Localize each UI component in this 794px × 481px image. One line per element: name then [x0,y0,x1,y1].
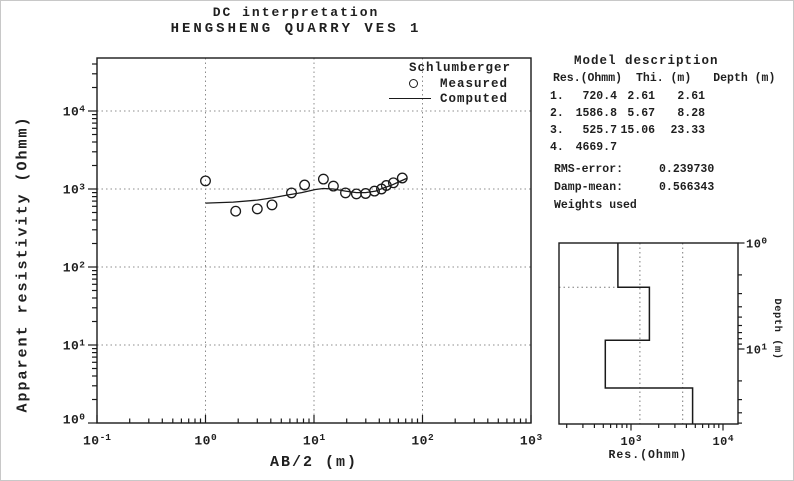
damp-mean-line: Damp-mean: 0.566343 [554,179,793,197]
measured-point [266,199,278,211]
measured-marker-icon [396,79,430,88]
model-description-heading: Model description [574,54,719,68]
model-row: 2. 1586.8 5.67 8.28 [546,105,705,122]
measured-point [317,173,329,185]
model-cell [655,139,705,156]
model-table-header: Res.(Ohmm) Thi. (m) Depth (m) [546,72,793,85]
legend-computed-label: Computed [440,91,509,106]
model-cell: 23.33 [670,124,705,137]
damp-mean-value: 0.566343 [659,181,715,194]
legend: Schlumberger Measured Computed [384,61,544,106]
model-cell: 4669.7 [575,141,617,154]
chart-title: DC interpretation HENGSHENG QUARRY VES 1 [61,5,531,37]
measured-point [360,188,372,199]
main-plot [88,57,532,424]
model-y-axis-label: Depth (m) [771,298,783,360]
model-cell: 15.06 [620,124,655,137]
model-cell: 2.61 [677,90,705,103]
damp-mean-label: Damp-mean: [554,181,624,194]
measured-point [200,175,211,187]
rms-error-value: 0.239730 [659,163,715,176]
column-depth: Depth (m) [713,72,776,85]
measured-point [350,188,362,200]
model-cell: 2.61 [627,90,655,103]
legend-measured-label: Measured [440,76,509,91]
model-x-axis-label: Res.(Ohmm) [608,449,688,462]
legend-title: Schlumberger [409,61,512,75]
model-cell: 1586.8 [575,107,617,120]
measured-point [299,179,311,191]
measured-point [396,172,408,184]
measured-point [369,185,380,197]
measured-point [230,205,242,217]
legend-row-measured: Measured [384,76,544,91]
rms-error-line: RMS-error: 0.239730 [554,161,793,179]
measured-point [387,177,399,189]
model-step-line [604,243,694,424]
measured-point [286,187,297,199]
model-row: 3. 525.7 15.06 23.33 [546,122,705,139]
model-cell: 525.7 [582,124,617,137]
model-cell: 3. [550,124,564,137]
legend-row-computed: Computed [384,91,544,106]
chart-title-line2: HENGSHENG QUARRY VES 1 [170,21,422,37]
model-cell: 720.4 [582,90,617,103]
rms-error-label: RMS-error: [554,163,624,176]
model-cell: 4. [550,141,564,154]
model-plot-frame [558,242,739,425]
computed-line-icon [389,98,431,99]
model-cell: 5.67 [627,107,655,120]
model-row: 4. 4669.7 [546,139,705,156]
model-cell: 2. [550,107,564,120]
weights-used-note: Weights used [554,199,637,212]
model-plot [558,242,745,431]
measured-point [380,180,392,191]
chart-title-line1: DC interpretation [212,5,380,20]
model-cell: 1. [550,90,564,103]
model-layers-table: 1. 720.4 2.61 2.61 2. 1586.8 5.67 8.28 3. 525.7 15… [546,88,705,156]
column-res: Res.(Ohmm) [553,72,623,85]
model-cell [617,139,655,156]
measured-point [340,187,351,199]
model-description-panel: Model description Res.(Ohmm) Thi. (m) De… [546,47,793,215]
model-row: 1. 720.4 2.61 2.61 [546,88,705,105]
main-x-axis-label: AB/2 (m) [269,454,359,471]
model-cell: 8.28 [677,107,705,120]
main-y-axis-label: Apparent resistivity (Ohmm) [14,115,32,413]
measured-point [251,203,263,215]
column-thi: Thi. (m) [636,72,692,85]
measured-point [327,180,339,192]
